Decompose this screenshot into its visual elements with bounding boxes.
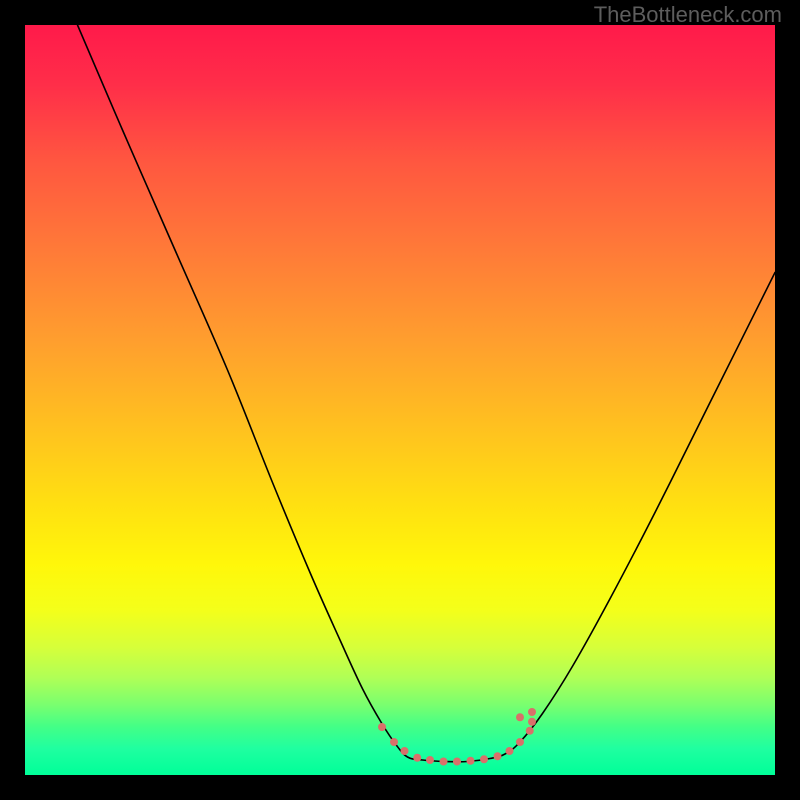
data-marker	[378, 723, 386, 731]
data-marker	[506, 747, 514, 755]
chart-stage: TheBottleneck.com	[0, 0, 800, 800]
data-marker	[453, 758, 461, 766]
data-marker	[426, 756, 434, 764]
data-marker	[494, 752, 502, 760]
watermark-text: TheBottleneck.com	[594, 2, 782, 28]
data-marker	[480, 755, 488, 763]
data-marker	[528, 708, 536, 716]
data-marker	[516, 713, 524, 721]
data-marker	[467, 757, 475, 765]
data-marker	[526, 727, 534, 735]
data-marker	[401, 747, 409, 755]
bottleneck-curve	[78, 25, 776, 762]
data-marker	[440, 758, 448, 766]
plot-area	[25, 25, 775, 775]
data-marker	[390, 738, 398, 746]
data-marker	[413, 754, 421, 762]
chart-overlay	[25, 25, 775, 775]
data-marker	[516, 738, 524, 746]
data-marker	[528, 718, 536, 726]
